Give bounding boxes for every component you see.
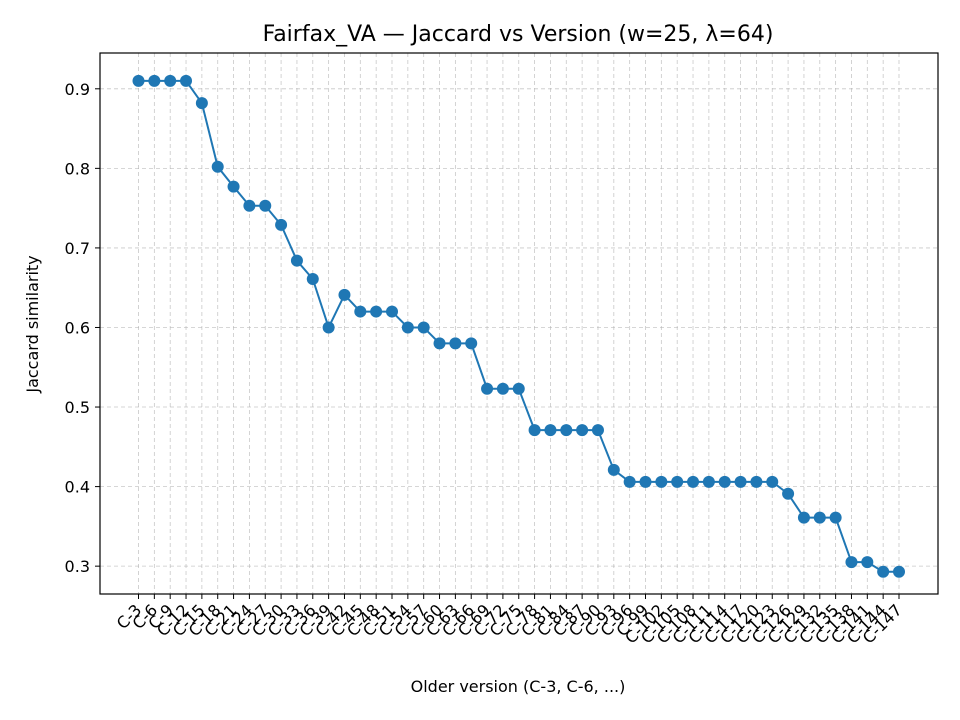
data-points [132,74,905,578]
data-point [259,199,272,212]
data-point [417,321,430,334]
data-point [687,475,700,488]
data-point [290,254,303,267]
data-point [512,382,525,395]
grid [100,53,938,594]
data-point [148,74,161,87]
data-point [829,511,842,524]
x-axis-ticks: C-3C-6C-9C-12C-15C-18C-21C-24C-27C-30C-3… [113,594,906,647]
x-axis-label: Older version (C-3, C-6, ...) [411,677,626,696]
data-point [734,475,747,488]
chart-title: Fairfax_VA — Jaccard vs Version (w=25, λ… [263,22,774,47]
data-point [306,272,319,285]
data-point [354,305,367,318]
data-point [591,424,604,437]
data-point [718,475,731,488]
data-point [560,424,573,437]
y-tick-label: 0.5 [65,398,90,417]
data-point [623,475,636,488]
data-point [576,424,589,437]
y-tick-label: 0.4 [65,478,90,497]
y-tick-label: 0.6 [65,318,90,337]
data-point [386,305,398,318]
data-point [877,565,890,578]
data-point [544,424,557,437]
y-axis-ticks: 0.3 0.4 0.5 0.6 0.7 0.8 0.9 [65,80,100,576]
y-tick-label: 0.7 [65,239,90,258]
data-point [639,475,652,488]
data-point [845,556,858,569]
data-point [861,556,874,569]
data-point [813,511,826,524]
data-point [401,321,414,334]
data-point [195,97,208,110]
data-point [465,337,478,350]
data-point [211,160,224,173]
data-point [766,475,779,488]
data-point [227,180,240,193]
data-point [528,424,541,437]
data-point [338,288,351,301]
data-point [782,487,795,500]
data-point [481,382,494,395]
y-axis-label: Jaccard similarity [23,255,42,393]
data-point [164,74,177,87]
data-point [496,382,509,395]
data-point [797,511,810,524]
y-tick-label: 0.9 [65,80,90,99]
data-point [449,337,462,350]
data-point [671,475,684,488]
data-point [370,305,383,318]
data-point [702,475,715,488]
plot-frame [99,52,939,595]
data-point [243,199,256,212]
data-point [322,321,335,334]
data-point [655,475,668,488]
data-point [893,565,905,578]
data-point [433,337,446,350]
data-point [180,74,193,87]
data-point [607,463,620,476]
data-point [750,475,763,488]
data-point [132,74,145,87]
y-tick-label: 0.8 [65,159,90,178]
data-point [275,218,288,231]
y-tick-label: 0.3 [65,557,90,576]
